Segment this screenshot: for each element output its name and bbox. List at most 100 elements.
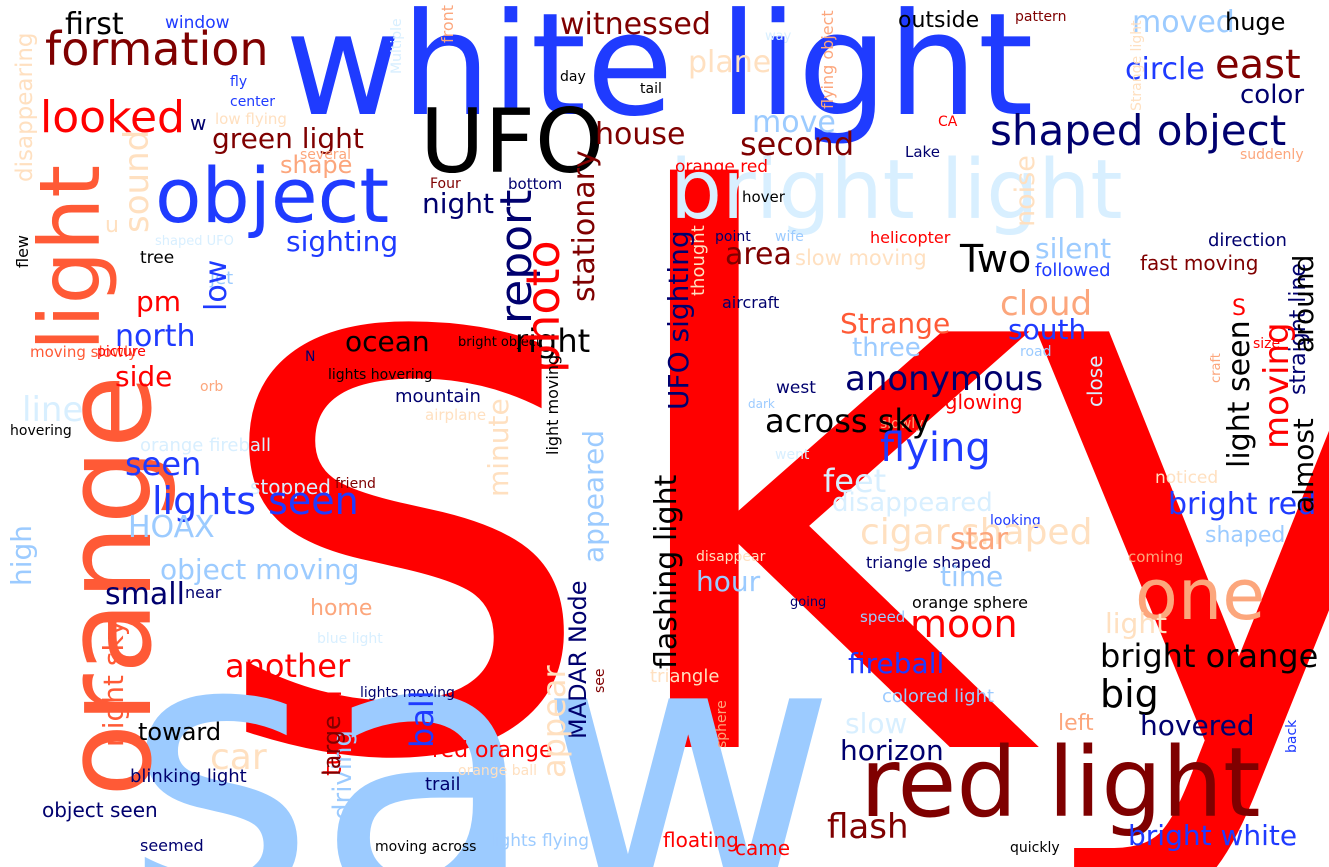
word-stationary: stationary [567, 150, 602, 302]
word-bright-orange: bright orange [1100, 637, 1319, 675]
word-outside: outside [898, 8, 980, 33]
word-see: see [592, 668, 608, 693]
word-formation: formation [45, 22, 269, 76]
word-two: Two [960, 237, 1032, 281]
word-night-sky: night sky [97, 619, 130, 747]
word-object: object [155, 151, 390, 240]
word-bright-object: bright object [458, 335, 541, 350]
word-way: way [765, 29, 792, 44]
word-red-orange: red orange [432, 738, 553, 763]
word-lights-hovering: lights hovering [328, 367, 433, 383]
word-hovered: hovered [1140, 709, 1255, 742]
word-lights-seen: lights seen [152, 479, 359, 523]
word-saw: saw [125, 560, 838, 867]
word-triangle: triangle [650, 666, 720, 687]
word-four: Four [430, 176, 461, 192]
word-looked: looked [40, 92, 185, 143]
word-mountain: mountain [395, 386, 481, 407]
word-stopped: stopped [250, 475, 331, 499]
word-green-light: green light [212, 122, 364, 155]
word-huge: huge [1225, 8, 1286, 36]
word-craft: craft [1209, 353, 1224, 383]
word-tail: tail [640, 81, 662, 97]
word-multiple: Multiple [389, 18, 405, 74]
word-back: back [1284, 719, 1300, 753]
word-night: night [422, 187, 495, 220]
word-red-light: red light [860, 727, 1261, 839]
word-bright-red: bright red [1168, 487, 1317, 522]
word-minute: minute [482, 398, 515, 497]
word-slow-moving: slow moving [795, 246, 927, 270]
word-side: side [115, 360, 173, 393]
word-triangle-shaped: triangle shaped [866, 553, 992, 572]
word-disappeared: disappeared [832, 488, 993, 518]
word-moved: moved [1132, 5, 1235, 40]
word-lake: Lake [905, 143, 940, 161]
word-disappear: disappear [696, 549, 766, 565]
word-friend: friend [335, 476, 376, 492]
word-tree: tree [140, 248, 175, 268]
word-several: several [300, 147, 352, 163]
word-orange-red: orange red [675, 157, 769, 177]
word-light-moving: light moving [543, 354, 562, 455]
word-home: home [310, 596, 373, 621]
word-quickly: quickly [1010, 840, 1060, 856]
word-slowly: slowly [880, 416, 924, 432]
word-moving-slowly: moving slowly [30, 343, 138, 361]
word-high: high [5, 524, 38, 586]
word-low: low [199, 259, 234, 311]
word-shape: shape [280, 151, 353, 179]
word-shaped-object: shaped object [990, 106, 1287, 155]
word-fly: fly [230, 74, 248, 90]
word-close: close [1083, 355, 1107, 407]
word-ca: CA [938, 114, 958, 130]
word-blinking-light: blinking light [130, 766, 247, 787]
word-orange-fireball: orange fireball [140, 435, 271, 456]
word-colored-light: colored light [882, 686, 995, 707]
word-appear: appear [535, 665, 573, 778]
word-looking: looking [990, 513, 1041, 529]
word-big: big [1100, 672, 1159, 716]
word-speed: speed [860, 608, 906, 626]
word-horizon: horizon [840, 734, 944, 767]
word-bright-white: bright white [1128, 819, 1298, 852]
word-color: color [1240, 80, 1305, 110]
word-light-seen: light seen [1222, 320, 1257, 468]
word-cigar-shaped: cigar shaped [860, 512, 1093, 553]
word-shaped-ufo: shaped UFO [155, 234, 234, 249]
word-first: first [65, 7, 124, 42]
word-wife: wife [775, 229, 804, 245]
word-cloud: cloud [1000, 284, 1093, 324]
word-s: S [1232, 296, 1246, 321]
word-west: west [776, 378, 816, 398]
word-floating: floating [663, 828, 739, 852]
word-going: going [790, 595, 827, 610]
word-jet: jet [210, 268, 234, 289]
word-flew: flew [13, 234, 32, 268]
word-second: second [740, 125, 855, 163]
word-sound: sound [117, 129, 157, 233]
word-orange-sphere: orange sphere [912, 593, 1028, 612]
word-silent: silent [1035, 232, 1112, 265]
word-east: east [1215, 42, 1301, 88]
word-noticed: noticed [1155, 468, 1219, 488]
word-shaped: shaped [1205, 523, 1286, 548]
word-toward: toward [138, 718, 222, 746]
word-blue-light: blue light [317, 631, 383, 647]
word-w: w [190, 111, 207, 135]
word-sphere: sphere [714, 700, 730, 748]
word-window: window [165, 13, 230, 33]
word-appeared: appeared [577, 430, 610, 563]
word-came: came [735, 836, 791, 860]
word-photo: photo [516, 240, 570, 373]
word-ground: ground [320, 513, 420, 546]
word-star: star [950, 522, 1009, 557]
word-seen: seen [125, 445, 202, 483]
word-disappearing: disappearing [12, 32, 38, 182]
word-hoax: HOAX [128, 510, 215, 545]
word-aircraft: aircraft [722, 293, 780, 312]
word-dark: dark [748, 397, 775, 411]
word-u: u [105, 213, 119, 238]
word-strange-light: Strange light [1129, 20, 1145, 111]
